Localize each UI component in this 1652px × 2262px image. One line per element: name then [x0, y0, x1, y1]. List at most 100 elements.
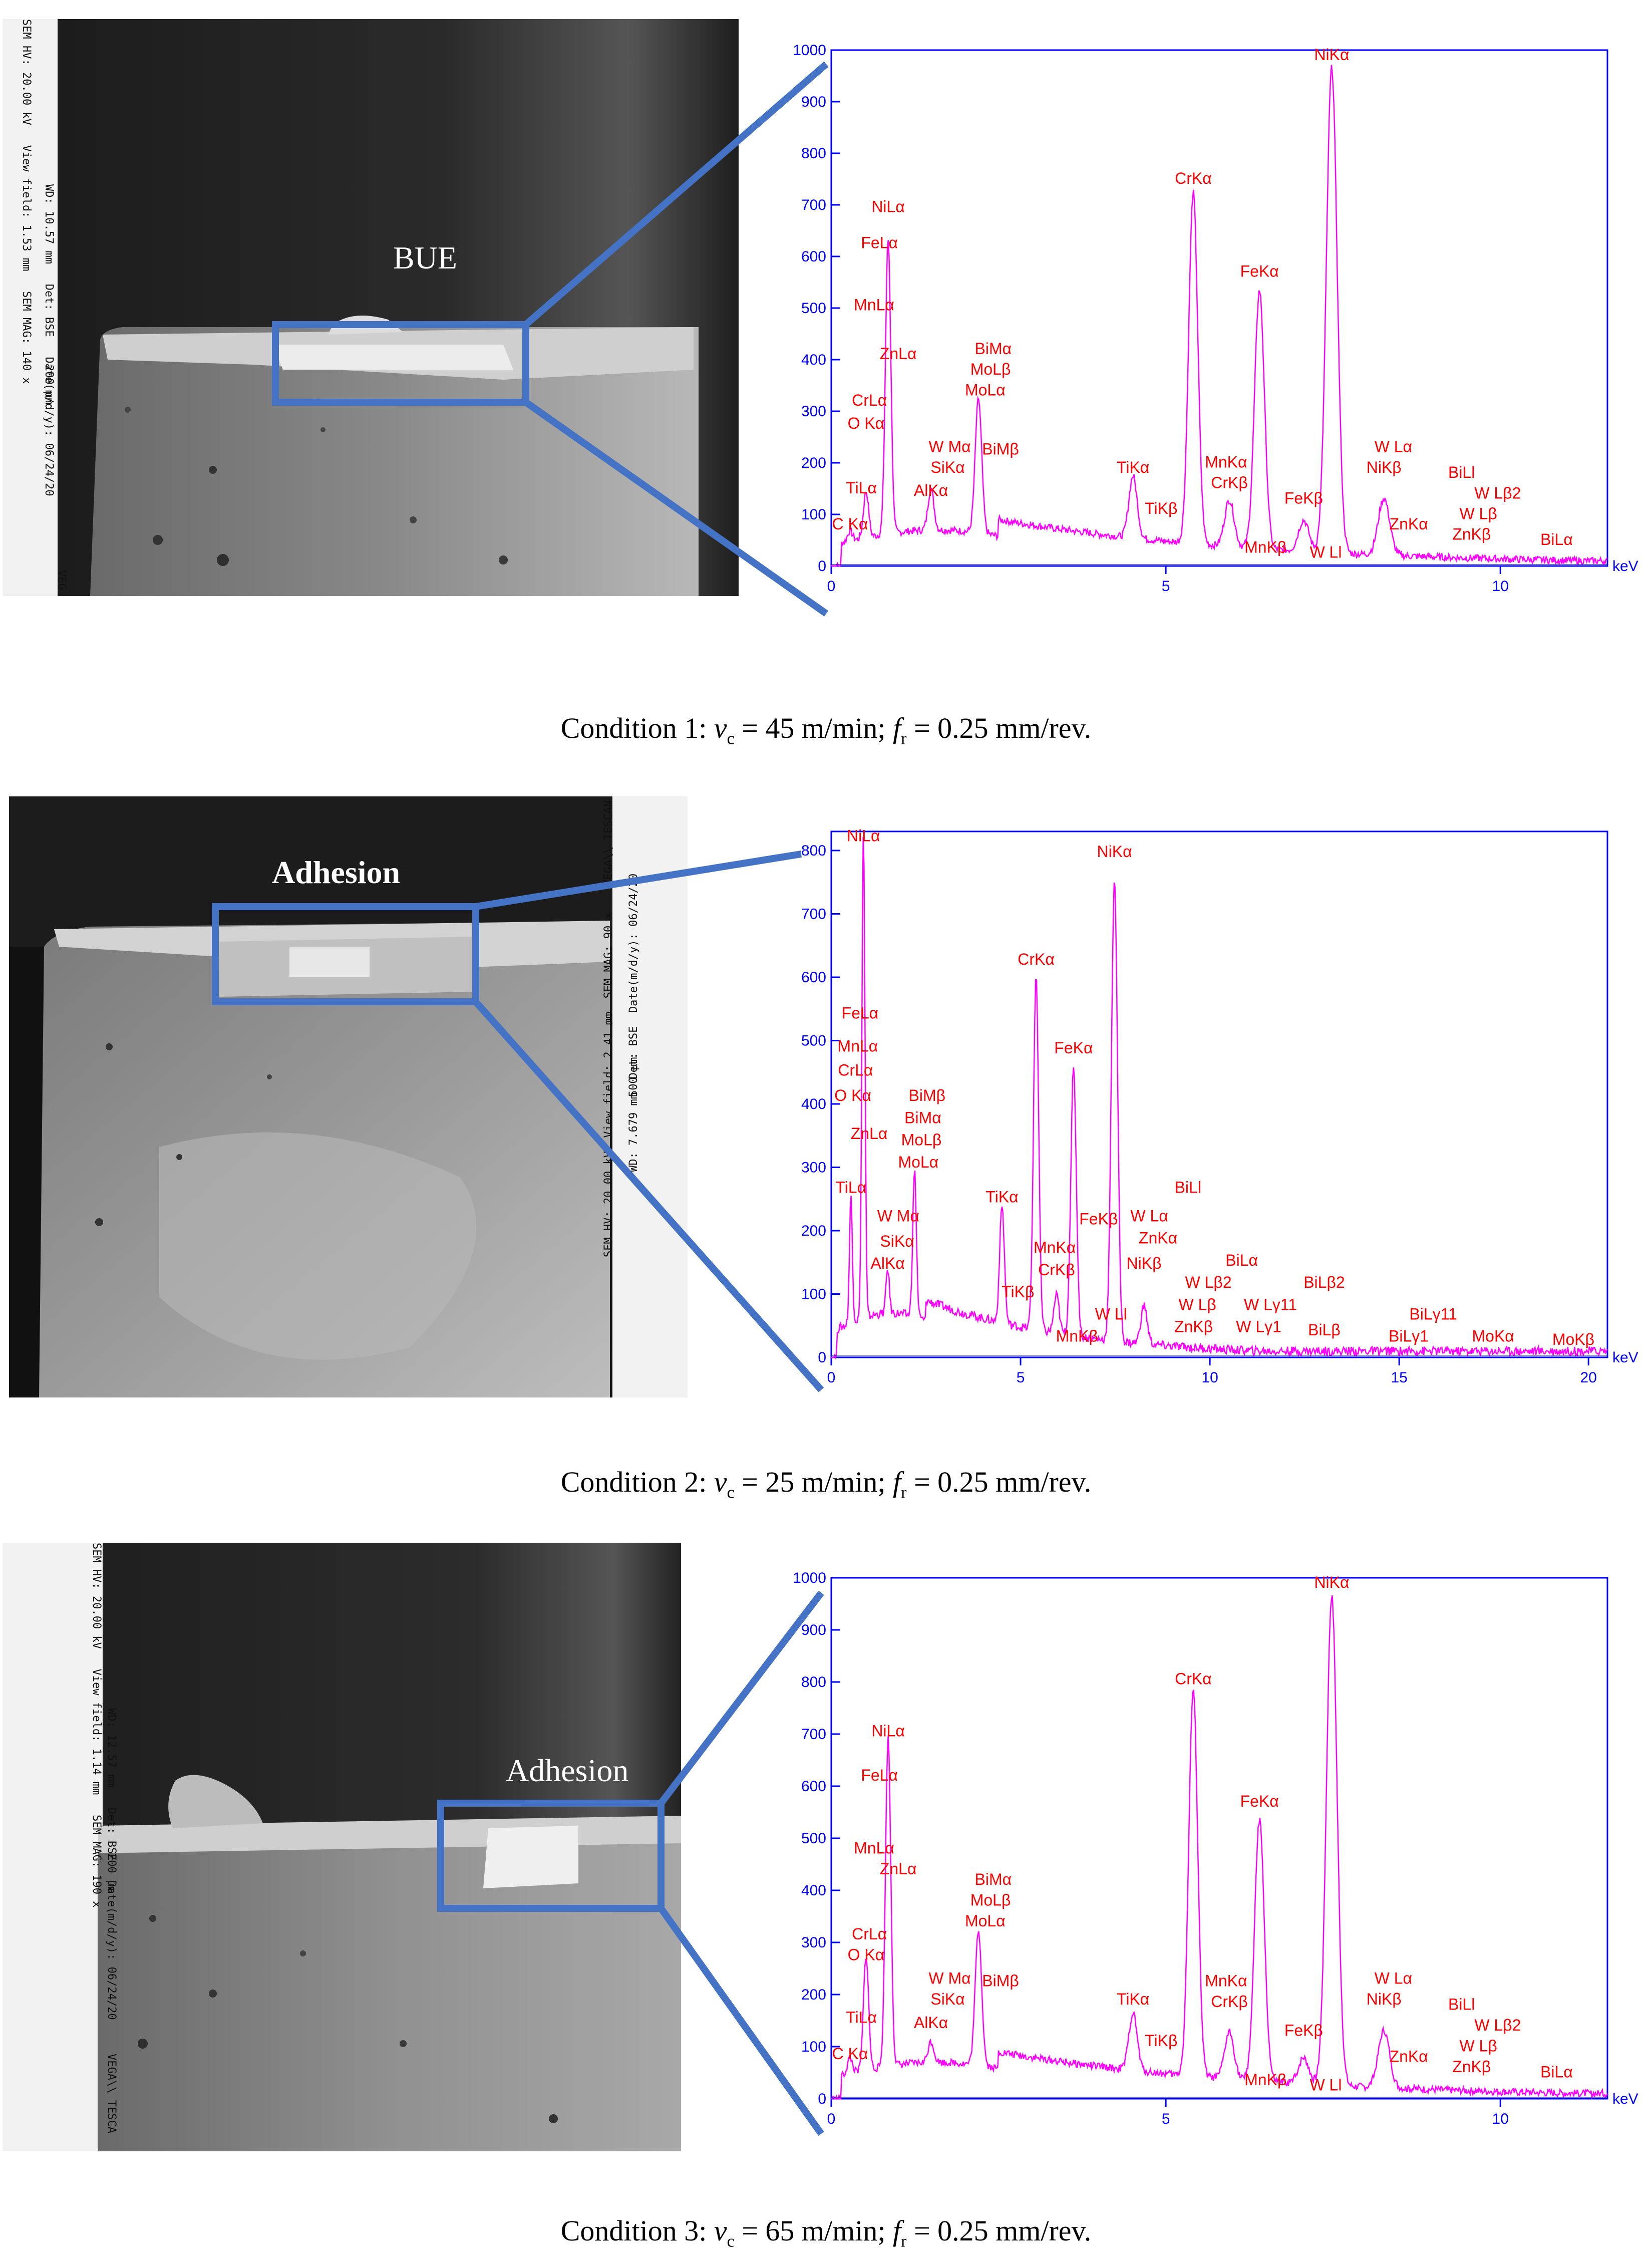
sem-micrograph-3 — [3, 1543, 681, 2151]
sem-meta-line: SEM MAG: 140 x — [20, 291, 33, 384]
peak-label: BiLγ11 — [1409, 1305, 1457, 1323]
caption-vc-value: = 45 m/min; — [734, 712, 893, 744]
sem-image-2: SEM HV: 20.00 kV View field: 2.41 mm SEM… — [9, 796, 688, 1397]
peak-label: SiKα — [930, 458, 964, 476]
peak-label: TiLα — [846, 479, 877, 497]
x-tick-label: 0 — [827, 2111, 836, 2127]
x-unit-label: keV — [1612, 558, 1638, 575]
peak-label: MnLα — [854, 296, 894, 314]
peak-label: BiMα — [975, 340, 1012, 358]
x-tick-label: 10 — [1492, 578, 1509, 595]
peak-label: W Ll — [1095, 1305, 1127, 1323]
peak-label: CrLα — [838, 1061, 873, 1079]
spectrum-plot: 0 100 200 300 400 500 600 700 800 0 5 10 15 20 keV NiLα… — [801, 826, 1638, 1386]
peak-label: W Lγ1 — [1236, 1318, 1281, 1336]
sem-meta-2b: WD: 7.679 mm Det: BSE Date(m/d/y): 06/24… — [627, 874, 640, 1172]
sem-meta-line: WD: 12.57 mm — [105, 1708, 118, 1788]
peak-label: ZnLα — [880, 1860, 917, 1878]
y-tick-label: 0 — [818, 2091, 826, 2107]
peak-label: W Ll — [1309, 543, 1342, 561]
spectrum-plot: 0 100 200 300 400 500 600 700 800 900 1000 0 5 10 keV N… — [793, 42, 1638, 595]
peak-label: W Lβ — [1459, 504, 1497, 522]
peak-label: TiLα — [846, 2008, 877, 2026]
scale-bar-label-2: 500 μm — [627, 1057, 640, 1097]
peak-label: BiLγ1 — [1389, 1327, 1429, 1345]
peak-label: O Kα — [848, 1946, 885, 1964]
peak-label: CrKα — [1175, 1669, 1212, 1687]
peak-label: TiLα — [835, 1178, 866, 1196]
x-unit-label: keV — [1612, 2091, 1638, 2107]
peak-label: AlKα — [871, 1254, 905, 1272]
sem-meta-line: SEM MAG: 90 x — [602, 912, 615, 999]
sem-label-adhesion-2: Adhesion — [272, 855, 401, 890]
peak-label: C Kα — [832, 2045, 868, 2063]
peak-label: FeKα — [1054, 1039, 1093, 1057]
peak-label: ZnKα — [1390, 515, 1428, 533]
peak-label: NiKα — [1314, 1573, 1349, 1591]
caption-vc-symbol: v — [714, 1466, 727, 1498]
peak-label: ZnKβ — [1452, 2058, 1491, 2076]
eds-spectrum-3: 0 100 200 300 400 500 600 700 800 900 1000 0 5 10 keV N… — [761, 1558, 1642, 2144]
caption-prefix: Condition 3: — [560, 2214, 714, 2247]
peak-label: SiKα — [880, 1232, 914, 1250]
peak-label: MnKα — [1205, 453, 1247, 471]
peak-label: ZnKβ — [1174, 1318, 1213, 1336]
peak-label: CrLα — [852, 1925, 887, 1943]
sem-meta-1: SEM HV: 20.00 kV View field: 1.53 mm SEM… — [20, 19, 33, 384]
caption-fr-sub: r — [901, 1483, 907, 1502]
peak-label: MoLα — [965, 1912, 1006, 1930]
peak-label: W Lγ11 — [1244, 1295, 1297, 1313]
peak-label: CrKβ — [1211, 474, 1248, 492]
y-tick-label: 0 — [818, 1349, 826, 1366]
peak-label: MoLα — [898, 1153, 939, 1171]
caption-2: Condition 2: vc = 25 m/min; fr = 0.25 mm… — [0, 1465, 1652, 1503]
peak-label: FeKα — [1240, 1792, 1279, 1810]
eds-spectrum-2: 0 100 200 300 400 500 600 700 800 0 5 10 15 20 keV NiLα… — [761, 811, 1642, 1402]
peak-label: W Lα — [1375, 1969, 1412, 1987]
y-tick-label: 200 — [801, 1987, 826, 2003]
scale-bar-label-3: 200 μm — [105, 1853, 118, 1893]
peak-label: AlKα — [914, 2014, 948, 2032]
peak-label: FeKβ — [1284, 489, 1323, 507]
peak-label: FeLα — [861, 1766, 898, 1784]
sem-meta-line: Date(m/d/y): 06/24/20 — [627, 873, 640, 1013]
peak-label: O Kα — [834, 1086, 871, 1104]
peak-label: MoKβ — [1552, 1330, 1594, 1348]
peak-label: BiMα — [904, 1108, 941, 1126]
peak-label: MoKα — [1472, 1327, 1514, 1345]
spectrum-plot: 0 100 200 300 400 500 600 700 800 900 1000 0 5 10 keV N… — [793, 1570, 1638, 2127]
peak-label: SiKα — [930, 1990, 964, 2008]
caption-fr-value: = 0.25 mm/rev. — [906, 2214, 1092, 2247]
caption-fr-symbol: f — [892, 1466, 901, 1498]
peak-label: ZnKβ — [1452, 525, 1491, 543]
x-tick-label: 5 — [1162, 578, 1170, 595]
caption-vc-sub: c — [727, 2232, 735, 2251]
peak-label: BiMβ — [982, 1972, 1019, 1990]
sem-micrograph-1 — [3, 19, 739, 596]
peak-label: W Ll — [1309, 2076, 1342, 2094]
x-tick-label: 0 — [827, 1369, 836, 1386]
peak-label: BiMβ — [982, 440, 1019, 458]
peak-label: MoLβ — [901, 1131, 942, 1149]
peak-label: W Lα — [1130, 1207, 1168, 1225]
y-tick-label: 300 — [801, 1159, 826, 1176]
peak-label: W Lβ — [1459, 2037, 1497, 2055]
caption-vc-value: = 25 m/min; — [734, 1466, 893, 1498]
y-tick-label: 700 — [801, 906, 826, 922]
sem-brand-3: VEGA\\ TESCA — [105, 2054, 118, 2133]
peak-label: W Mα — [877, 1207, 919, 1225]
plot-frame — [830, 1577, 1608, 2100]
peak-label: W Lβ2 — [1474, 484, 1521, 502]
peak-label: MnKβ — [1244, 538, 1286, 556]
sem-brand-1: VEG — [55, 570, 68, 590]
caption-vc-sub: c — [727, 1483, 735, 1502]
peak-label: TiKα — [1117, 1990, 1149, 2008]
x-tick-label: 15 — [1391, 1369, 1407, 1386]
caption-fr-value: = 0.25 mm/rev. — [906, 1466, 1092, 1498]
caption-fr-value: = 0.25 mm/rev. — [906, 712, 1092, 744]
peak-label: W Lβ2 — [1185, 1273, 1232, 1291]
peak-label: FeLα — [861, 234, 898, 252]
y-tick-label: 800 — [801, 842, 826, 859]
sem-image-1: SEM HV: 20.00 kV View field: 1.53 mm SEM… — [3, 19, 739, 596]
spectrum-line — [831, 65, 1608, 567]
